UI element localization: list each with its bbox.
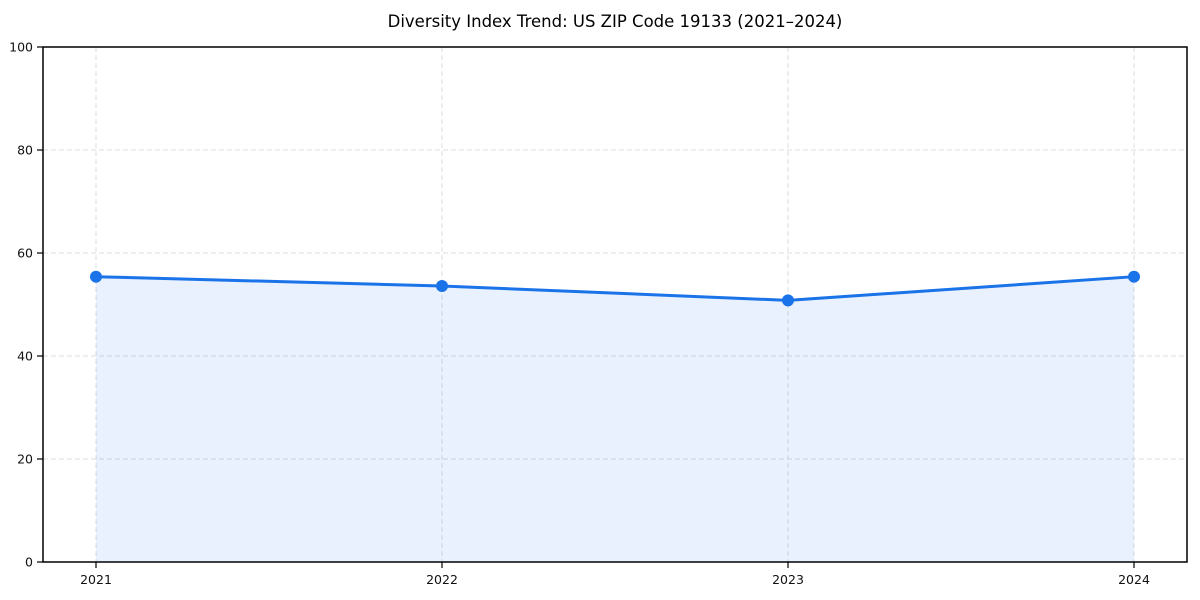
- x-tick-label-2023: 2023: [772, 572, 804, 587]
- x-tick-label-2022: 2022: [426, 572, 458, 587]
- area-fill: [96, 276, 1134, 562]
- x-tick-label-2024: 2024: [1118, 572, 1150, 587]
- y-tick-label-60: 60: [17, 246, 33, 261]
- y-tick-label-40: 40: [17, 349, 33, 364]
- y-tick-label-20: 20: [17, 452, 33, 467]
- data-point-2023: [782, 294, 794, 307]
- data-point-2024: [1128, 270, 1140, 283]
- y-tick-label-100: 100: [9, 40, 33, 55]
- data-point-2022: [436, 279, 448, 292]
- y-tick-label-80: 80: [17, 143, 33, 158]
- plot-border: [42, 46, 1188, 563]
- y-tick-label-0: 0: [25, 555, 33, 570]
- trend-line: [94, 275, 1136, 302]
- x-tick-label-2021: 2021: [80, 572, 112, 587]
- data-point-2021: [90, 270, 102, 283]
- chart-title: Diversity Index Trend: US ZIP Code 19133…: [387, 12, 843, 31]
